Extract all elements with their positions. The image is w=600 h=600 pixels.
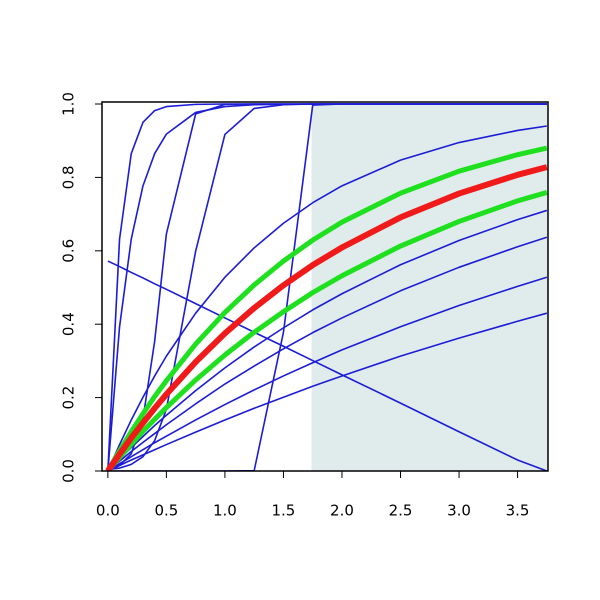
plot-area — [105, 103, 548, 471]
y-tick-label: 0.4 — [60, 312, 78, 336]
series-line — [105, 190, 548, 471]
y-tick-label: 0.0 — [60, 459, 78, 483]
plot-frame — [101, 101, 549, 472]
x-tick-label: 0.0 — [96, 502, 120, 520]
x-tick-label: 3.5 — [506, 502, 530, 520]
x-tick-label: 3.0 — [447, 502, 471, 520]
shaded-region — [311, 104, 548, 471]
series-line — [105, 145, 548, 471]
series-line — [107, 312, 548, 471]
y-tick-label: 1.0 — [60, 92, 78, 116]
axes: 0.0 0.5 1.0 1.5 2.0 2.5 3.0 3.5 0.0 0.2 0.4 0.6 0.8 1… — [60, 92, 530, 519]
series-line — [105, 164, 548, 471]
x-tick-label: 1.5 — [272, 502, 296, 520]
series-line — [107, 125, 547, 471]
x-tick-label: 0.5 — [154, 502, 178, 520]
y-tick-label: 0.6 — [60, 239, 78, 263]
y-tick-label: 0.2 — [60, 386, 78, 410]
series-line — [107, 260, 548, 471]
series-line — [107, 276, 548, 471]
x-tick-label: 1.0 — [213, 502, 237, 520]
series-line — [107, 236, 548, 471]
y-tick-label: 0.8 — [60, 165, 78, 189]
series-line — [107, 209, 548, 471]
x-tick-label: 2.5 — [389, 502, 413, 520]
x-tick-label: 2.0 — [330, 502, 354, 520]
